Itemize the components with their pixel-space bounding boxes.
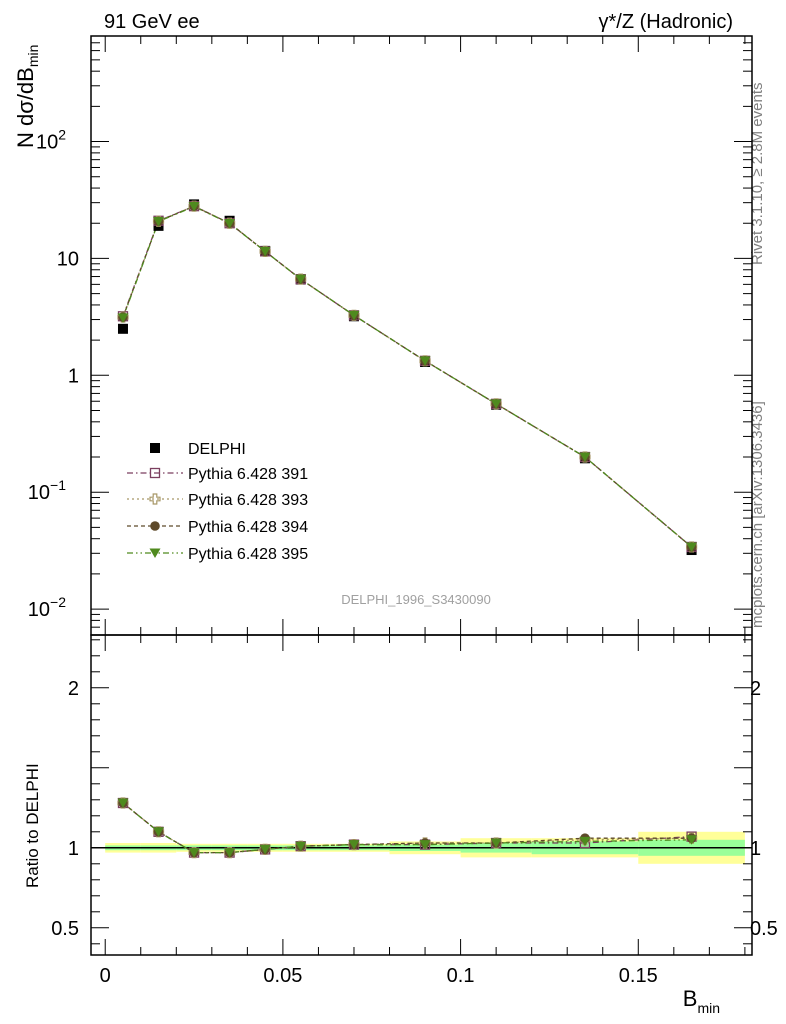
series-3-point-0 [117, 313, 129, 323]
series-3-ratio-point-3 [224, 848, 236, 858]
main-y-title: N dσ/dBmin [13, 45, 41, 148]
series-3-point-2 [188, 202, 200, 212]
legend-marker-data [150, 443, 160, 453]
x-axis-title-main: B [683, 986, 698, 1011]
main-y-title-sub: min [25, 45, 41, 68]
legend-label-1: Pythia 6.428 393 [188, 492, 308, 509]
header-right: γ*/Z (Hadronic) [599, 11, 733, 33]
main-y-tick-label-0: 10−2 [28, 594, 66, 621]
series-3-point-9 [579, 452, 591, 463]
series-3-ratio-point-2 [188, 848, 200, 858]
mcplots-label: mcplots.cern.ch [arXiv:1306.3436] [749, 401, 766, 628]
x-tick-label-2: 0.1 [447, 965, 475, 987]
main-y-title-main: N dσ/dB [13, 67, 38, 148]
series-3-point-1 [153, 217, 165, 227]
legend-marker-3 [149, 548, 161, 558]
main-y-tick-label-2: 1 [68, 365, 79, 387]
series-markers [117, 199, 698, 859]
ratio-y-tick-label-r-0: 0.5 [750, 918, 778, 940]
series-3-ratio-point-0 [117, 798, 129, 808]
series-3-point-10 [686, 542, 698, 552]
main-y-tick-label-1: 10−1 [28, 477, 66, 504]
series-3-point-6 [348, 310, 360, 321]
ratio-y-tick-label-r-2: 2 [750, 678, 761, 700]
series-3-ratio-point-6 [348, 840, 360, 850]
series-3-point-3 [224, 219, 236, 229]
legend-marker-0 [149, 467, 161, 479]
watermark: DELPHI_1996_S3430090 [341, 592, 491, 607]
main-y-tick-label-3: 10 [57, 248, 79, 270]
series-3-ratio-point-1 [153, 827, 165, 837]
legend: DELPHI Pythia 6.428 391 Pythia 6.428 393 Py… [127, 441, 308, 563]
rivet-label: Rivet 3.1.10, ≥ 2.8M events [749, 83, 766, 266]
series-3-point-5 [295, 274, 307, 285]
legend-label-0: Pythia 6.428 391 [188, 466, 308, 483]
legend-marker-2 [150, 521, 160, 531]
ratio-y-tick-label-r-1: 1 [750, 838, 761, 860]
ratio-y-tick-label-l-0: 0.5 [51, 918, 79, 940]
x-axis-title-sub: min [697, 1000, 720, 1016]
x-tick-label-1: 0.05 [263, 965, 302, 987]
series-3-ratio-point-4 [259, 844, 271, 855]
series-3-ratio-point-5 [295, 841, 307, 852]
legend-marker-1 [149, 493, 161, 505]
ratio-frame [90, 634, 753, 956]
axes: 0 0.05 0.1 0.15 10−2 10−1 1 10 102 0.5 0.5 1 1 2 2 [28, 35, 778, 987]
legend-label-data: DELPHI [188, 441, 246, 458]
ratio-y-tick-label-l-2: 2 [68, 678, 79, 700]
series-3-point-8 [490, 399, 502, 409]
series-3-ratio-point-8 [490, 838, 502, 848]
series-3-point-4 [259, 246, 271, 257]
series-3-ratio-point-10 [686, 835, 698, 845]
ratio-y-title: Ratio to DELPHI [23, 763, 42, 888]
legend-label-2: Pythia 6.428 394 [188, 519, 308, 536]
ratio-y-tick-label-l-1: 1 [68, 838, 79, 860]
legend-label-3: Pythia 6.428 395 [188, 546, 308, 563]
series-3-ratio-point-7 [419, 840, 431, 850]
x-tick-label-3: 0.15 [619, 965, 658, 987]
x-axis-title: Bmin [683, 986, 720, 1016]
main-y-tick-label-4: 102 [36, 127, 66, 154]
header-left: 91 GeV ee [104, 11, 200, 33]
x-tick-label-0: 0 [100, 965, 111, 987]
series-3-ratio-point-9 [579, 836, 591, 847]
data-point-0 [117, 323, 128, 334]
series-3-point-7 [419, 356, 431, 366]
